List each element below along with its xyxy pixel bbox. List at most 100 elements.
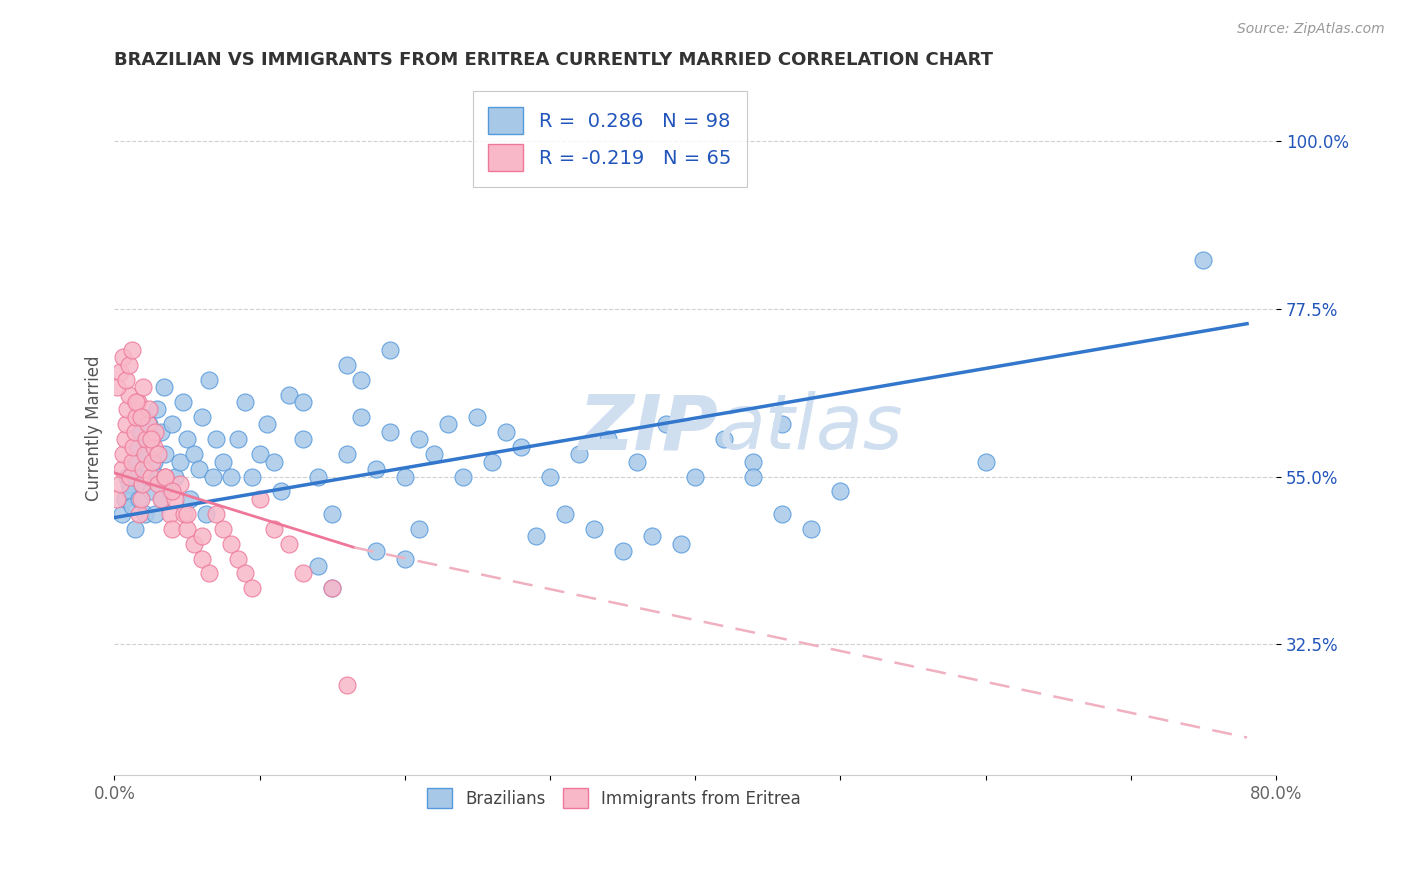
Point	[394, 551, 416, 566]
Point	[683, 469, 706, 483]
Point	[131, 477, 153, 491]
Point	[321, 582, 343, 596]
Point	[198, 373, 221, 387]
Point	[152, 380, 174, 394]
Point	[143, 507, 166, 521]
Point	[139, 469, 162, 483]
Point	[205, 507, 228, 521]
Point	[135, 432, 157, 446]
Point	[205, 432, 228, 446]
Point	[134, 507, 156, 521]
Point	[1192, 253, 1215, 268]
Point	[240, 469, 263, 483]
Point	[270, 484, 292, 499]
Point	[111, 462, 134, 476]
Point	[408, 522, 430, 536]
Text: ZIP: ZIP	[579, 391, 718, 465]
Point	[336, 447, 359, 461]
Point	[713, 432, 735, 446]
Point	[655, 417, 678, 432]
Point	[120, 484, 142, 499]
Point	[136, 417, 159, 432]
Point	[183, 536, 205, 550]
Point	[112, 447, 135, 461]
Point	[974, 455, 997, 469]
Point	[135, 447, 157, 461]
Point	[830, 484, 852, 499]
Point	[198, 566, 221, 581]
Point	[568, 447, 591, 461]
Point	[121, 343, 143, 357]
Point	[120, 469, 142, 483]
Point	[183, 447, 205, 461]
Point	[212, 522, 235, 536]
Point	[118, 387, 141, 401]
Point	[141, 455, 163, 469]
Point	[122, 462, 145, 476]
Point	[173, 507, 195, 521]
Point	[114, 432, 136, 446]
Point	[770, 507, 793, 521]
Point	[142, 440, 165, 454]
Point	[336, 678, 359, 692]
Point	[256, 417, 278, 432]
Point	[136, 469, 159, 483]
Point	[129, 409, 152, 424]
Point	[165, 491, 187, 506]
Point	[263, 455, 285, 469]
Point	[626, 455, 648, 469]
Point	[612, 544, 634, 558]
Point	[277, 536, 299, 550]
Point	[263, 522, 285, 536]
Point	[524, 529, 547, 543]
Legend: Brazilians, Immigrants from Eritrea: Brazilians, Immigrants from Eritrea	[420, 781, 807, 815]
Point	[143, 425, 166, 439]
Point	[307, 469, 329, 483]
Point	[380, 343, 402, 357]
Point	[582, 522, 605, 536]
Point	[105, 380, 128, 394]
Point	[467, 409, 489, 424]
Point	[240, 582, 263, 596]
Point	[127, 440, 149, 454]
Point	[172, 395, 194, 409]
Point	[162, 484, 184, 499]
Point	[124, 425, 146, 439]
Point	[321, 582, 343, 596]
Point	[125, 395, 148, 409]
Point	[111, 507, 134, 521]
Point	[190, 551, 212, 566]
Point	[146, 477, 169, 491]
Y-axis label: Currently Married: Currently Married	[86, 355, 103, 500]
Point	[138, 417, 160, 432]
Point	[423, 447, 446, 461]
Point	[129, 425, 152, 439]
Point	[176, 432, 198, 446]
Point	[132, 462, 155, 476]
Text: Source: ZipAtlas.com: Source: ZipAtlas.com	[1237, 22, 1385, 37]
Point	[226, 551, 249, 566]
Point	[495, 425, 517, 439]
Point	[118, 358, 141, 372]
Point	[219, 469, 242, 483]
Point	[132, 380, 155, 394]
Point	[139, 484, 162, 499]
Point	[394, 469, 416, 483]
Point	[159, 507, 181, 521]
Point	[554, 507, 576, 521]
Point	[141, 432, 163, 446]
Point	[117, 402, 139, 417]
Text: BRAZILIAN VS IMMIGRANTS FROM ERITREA CURRENTLY MARRIED CORRELATION CHART: BRAZILIAN VS IMMIGRANTS FROM ERITREA CUR…	[114, 51, 994, 69]
Point	[117, 469, 139, 483]
Point	[169, 477, 191, 491]
Point	[292, 432, 315, 446]
Point	[190, 409, 212, 424]
Point	[233, 566, 256, 581]
Point	[481, 455, 503, 469]
Point	[145, 402, 167, 417]
Point	[179, 491, 201, 506]
Point	[129, 491, 152, 506]
Point	[190, 529, 212, 543]
Point	[226, 432, 249, 446]
Point	[155, 469, 177, 483]
